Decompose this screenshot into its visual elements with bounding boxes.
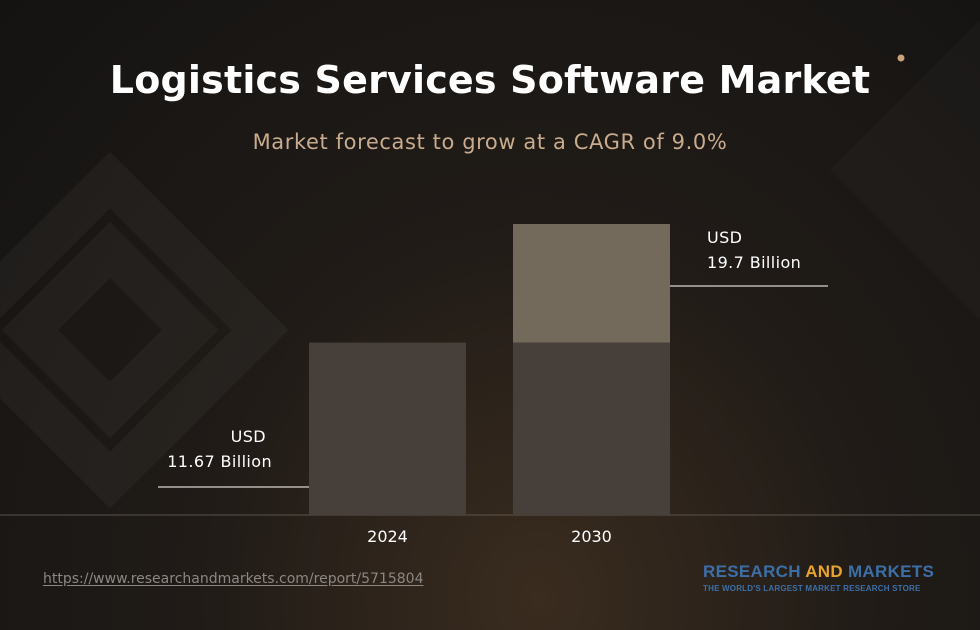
- bar-2030-growth: [513, 224, 670, 343]
- brand-name-part1: RESEARCH: [703, 562, 806, 581]
- chart-subtitle: Market forecast to grow at a CAGR of 9.0…: [252, 130, 728, 154]
- data-label-unit: USD: [231, 427, 266, 446]
- chart-title: Logistics Services Software Market: [109, 58, 871, 102]
- source-link[interactable]: https://www.researchandmarkets.com/repor…: [43, 571, 424, 587]
- bar-2030-base: [513, 342, 670, 515]
- brand-name: RESEARCH AND MARKETS: [703, 562, 943, 582]
- x-tick-label: 2024: [367, 527, 408, 546]
- data-label-value: 11.67 Billion: [167, 452, 272, 471]
- x-tick-label: 2030: [571, 527, 612, 546]
- brand-tagline: THE WORLD'S LARGEST MARKET RESEARCH STOR…: [703, 584, 921, 593]
- data-label-value: 19.7 Billion: [707, 253, 801, 272]
- brand-logo: RESEARCH AND MARKETS THE WORLD'S LARGEST…: [703, 562, 943, 593]
- data-label-unit: USD: [707, 228, 742, 247]
- brand-name-part2: AND: [805, 562, 843, 581]
- bar-2024: [309, 342, 466, 515]
- brand-name-part3: MARKETS: [842, 562, 935, 581]
